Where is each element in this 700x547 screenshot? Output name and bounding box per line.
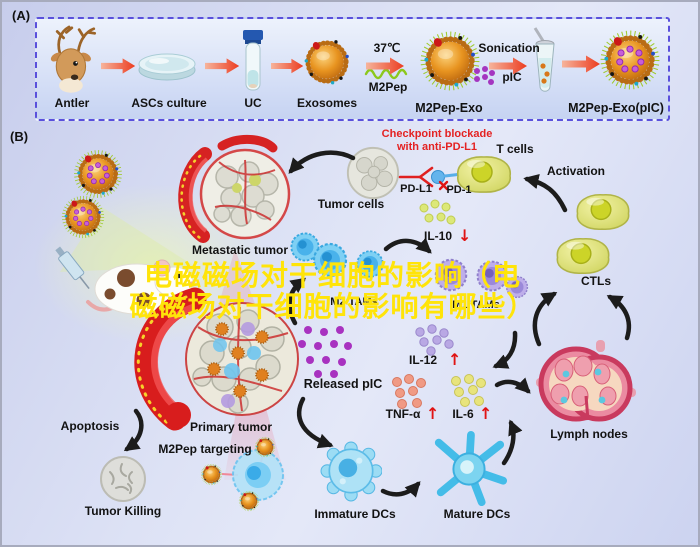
watermark-text: 电磁磁场对干细胞的影响（电 磁磁场对干细胞的影响有哪些） [125, 260, 540, 322]
petri-dish-icon [138, 53, 196, 81]
il10-down-arrow: ↓ [458, 226, 472, 245]
sonication-tube-icon [533, 27, 555, 92]
ctl-cell-icon [576, 193, 630, 231]
tumor-killing-label: Tumor Killing [84, 504, 162, 518]
panel-a-tag: (A) [12, 8, 31, 23]
tnf-up-arrow: ↑ [426, 404, 440, 423]
step-label-exosomes: Exosomes [296, 96, 358, 110]
ctls-label: CTLs [581, 274, 611, 288]
immature-dc-icon [320, 441, 382, 502]
lymph-node-illustration [536, 340, 636, 422]
pic-label: pIC [502, 70, 522, 84]
checkpoint-blockade-label-line2: with anti-PD-L1 [396, 141, 478, 153]
il10-dots [419, 199, 456, 225]
m2pep-targeting-label: M2Pep targeting [158, 442, 252, 456]
primary-tumor-label: Primary tumor [189, 420, 273, 434]
panel-b-tag: (B) [10, 129, 29, 144]
il6-up-arrow: ↑ [479, 404, 493, 423]
mouse-icon [86, 259, 194, 315]
il12-dots [415, 324, 454, 356]
exosome-icon [299, 34, 355, 90]
checkpoint-blockade-label-line1: Checkpoint blockade [381, 128, 493, 140]
il6-label: IL-6 [452, 407, 474, 421]
pd-1-label: PD-1 [446, 184, 472, 196]
syringe-icon [55, 246, 90, 290]
step-label-ascs-culture: ASCs culture [131, 96, 207, 110]
step-label-uc: UC [244, 96, 262, 110]
step-label-m2pep-exo: M2Pep-Exo [415, 101, 483, 115]
step-label-antler: Antler [54, 96, 90, 110]
m2pep-exo-pic-icon [598, 28, 662, 92]
apoptosis-label: Apoptosis [60, 419, 120, 433]
sonication-label: Sonication [478, 41, 540, 55]
uc-tube-icon [243, 30, 263, 91]
injected-exosome-icon [72, 148, 124, 200]
primary-tumor-illustration [134, 287, 299, 431]
mature-dcs-label: Mature DCs [443, 507, 511, 521]
tumor-cell-icon [346, 146, 400, 200]
deer-antler-icon [50, 25, 97, 93]
il12-up-arrow: ↑ [448, 350, 462, 369]
metastatic-tumor-label: Metastatic tumor [191, 243, 289, 257]
t-cells-label: T cells [496, 142, 534, 156]
lymph-nodes-label: Lymph nodes [550, 427, 628, 441]
tnf-dots [392, 374, 426, 409]
pd-l1-label: PD-L1 [400, 183, 432, 195]
released-pic-label: Released pIC [303, 377, 383, 391]
m2pep-targeting-illustration [198, 436, 284, 512]
tnf-label: TNF-α [385, 407, 421, 421]
pic-dots-icon [474, 66, 495, 85]
step-label-m2pep-exo-pic: M2Pep-Exo(pIC) [568, 101, 664, 115]
ctl-cell-icon [556, 237, 610, 275]
mature-dc-icon [434, 430, 508, 507]
injected-exosome-icon [60, 194, 106, 240]
m2pep-label: M2Pep [368, 80, 408, 94]
il12-label: IL-12 [408, 353, 438, 367]
activation-label: Activation [546, 164, 606, 178]
pd-l1-pd-1-blockade-icon [398, 166, 464, 191]
il6-dots [451, 374, 486, 407]
m2-tams-label: M2 TAMs [330, 296, 378, 308]
tumor-cells-label: Tumor cells [317, 197, 385, 211]
metastatic-tumor-illustration [178, 135, 291, 243]
immature-dcs-label: Immature DCs [314, 507, 396, 521]
released-pic-dots [298, 326, 352, 378]
temperature-label: 37℃ [373, 41, 401, 55]
m1-tams-label: M1 TAMs [452, 299, 500, 311]
dead-tumor-cell-icon [100, 456, 146, 502]
il10-label: IL-10 [423, 229, 453, 243]
watermark-line2: 磁磁场对干细胞的影响有哪些） [129, 291, 536, 322]
watermark-line1: 电磁磁场对干细胞的影响（电 [143, 260, 521, 291]
